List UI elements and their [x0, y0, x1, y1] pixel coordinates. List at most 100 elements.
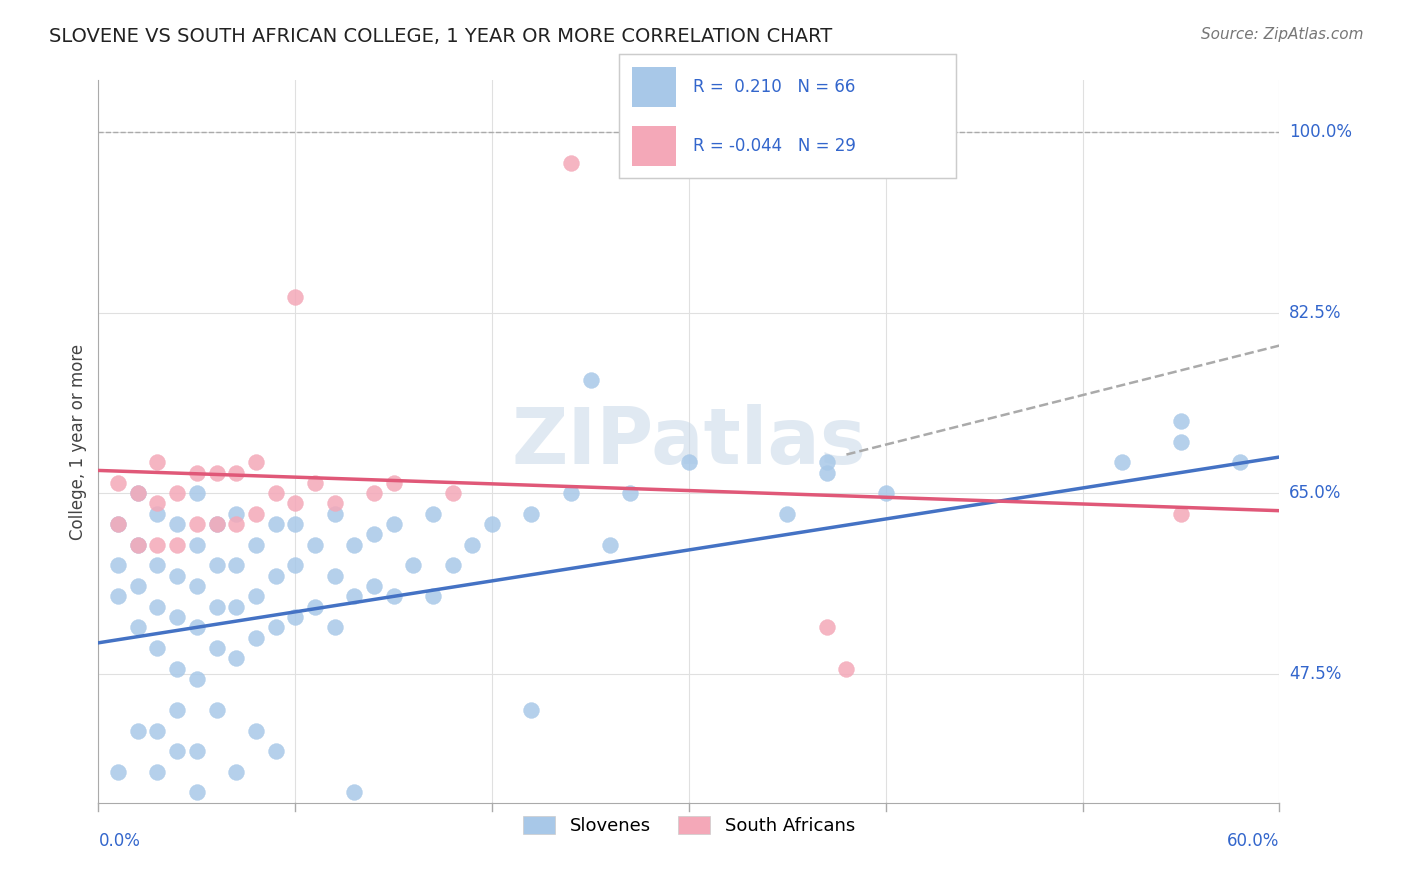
Point: [323, 507, 346, 521]
Point: [146, 455, 169, 469]
Point: [245, 723, 267, 738]
Point: [284, 290, 307, 304]
Point: [284, 496, 307, 510]
Text: 0.0%: 0.0%: [98, 831, 141, 850]
Point: [146, 764, 169, 779]
Text: R = -0.044   N = 29: R = -0.044 N = 29: [693, 137, 856, 155]
Point: [343, 590, 366, 604]
Point: [284, 558, 307, 573]
Point: [422, 507, 444, 521]
Point: [875, 486, 897, 500]
Point: [205, 517, 228, 532]
Point: [186, 785, 208, 799]
Point: [363, 527, 385, 541]
Point: [205, 517, 228, 532]
Point: [520, 507, 543, 521]
Point: [225, 651, 247, 665]
Point: [127, 620, 149, 634]
Point: [127, 538, 149, 552]
Legend: Slovenes, South Africans: Slovenes, South Africans: [513, 807, 865, 845]
Point: [127, 486, 149, 500]
Point: [225, 507, 247, 521]
Point: [205, 558, 228, 573]
Point: [146, 640, 169, 655]
Point: [205, 466, 228, 480]
Point: [382, 517, 405, 532]
Point: [166, 486, 188, 500]
Point: [225, 599, 247, 614]
Point: [107, 558, 129, 573]
Point: [264, 744, 287, 758]
Point: [1170, 434, 1192, 449]
Point: [323, 496, 346, 510]
Point: [225, 764, 247, 779]
Point: [166, 538, 188, 552]
Point: [107, 590, 129, 604]
Point: [186, 579, 208, 593]
Point: [225, 466, 247, 480]
Point: [343, 538, 366, 552]
Text: Source: ZipAtlas.com: Source: ZipAtlas.com: [1201, 27, 1364, 42]
Point: [363, 486, 385, 500]
Point: [186, 466, 208, 480]
Point: [264, 568, 287, 582]
Point: [441, 558, 464, 573]
Point: [815, 620, 838, 634]
Point: [245, 590, 267, 604]
Point: [1170, 507, 1192, 521]
Text: 82.5%: 82.5%: [1289, 303, 1341, 321]
Point: [107, 475, 129, 490]
Point: [166, 703, 188, 717]
Point: [146, 507, 169, 521]
Point: [1229, 455, 1251, 469]
Point: [776, 507, 799, 521]
Point: [560, 156, 582, 170]
Point: [245, 507, 267, 521]
Point: [166, 568, 188, 582]
Text: R =  0.210   N = 66: R = 0.210 N = 66: [693, 78, 855, 96]
Point: [304, 599, 326, 614]
Point: [186, 538, 208, 552]
Point: [1170, 414, 1192, 428]
Point: [402, 558, 425, 573]
FancyBboxPatch shape: [633, 126, 676, 166]
Point: [107, 517, 129, 532]
Text: 65.0%: 65.0%: [1289, 484, 1341, 502]
Point: [166, 610, 188, 624]
Point: [127, 723, 149, 738]
Point: [619, 486, 641, 500]
Point: [186, 486, 208, 500]
Point: [815, 466, 838, 480]
Point: [245, 538, 267, 552]
Point: [481, 517, 503, 532]
Text: 47.5%: 47.5%: [1289, 665, 1341, 682]
Point: [461, 538, 484, 552]
Point: [304, 475, 326, 490]
Point: [284, 610, 307, 624]
Point: [146, 558, 169, 573]
Point: [520, 703, 543, 717]
Text: SLOVENE VS SOUTH AFRICAN COLLEGE, 1 YEAR OR MORE CORRELATION CHART: SLOVENE VS SOUTH AFRICAN COLLEGE, 1 YEAR…: [49, 27, 832, 45]
Point: [107, 764, 129, 779]
Point: [599, 538, 621, 552]
Point: [205, 599, 228, 614]
Point: [815, 455, 838, 469]
Point: [127, 538, 149, 552]
Point: [382, 590, 405, 604]
Point: [304, 538, 326, 552]
Point: [363, 579, 385, 593]
Point: [343, 785, 366, 799]
Point: [264, 620, 287, 634]
Point: [146, 599, 169, 614]
Point: [205, 703, 228, 717]
Point: [245, 631, 267, 645]
Point: [264, 486, 287, 500]
Point: [678, 455, 700, 469]
Point: [146, 538, 169, 552]
Point: [579, 373, 602, 387]
Point: [186, 672, 208, 686]
Point: [323, 568, 346, 582]
Point: [1111, 455, 1133, 469]
Point: [166, 662, 188, 676]
Point: [127, 579, 149, 593]
